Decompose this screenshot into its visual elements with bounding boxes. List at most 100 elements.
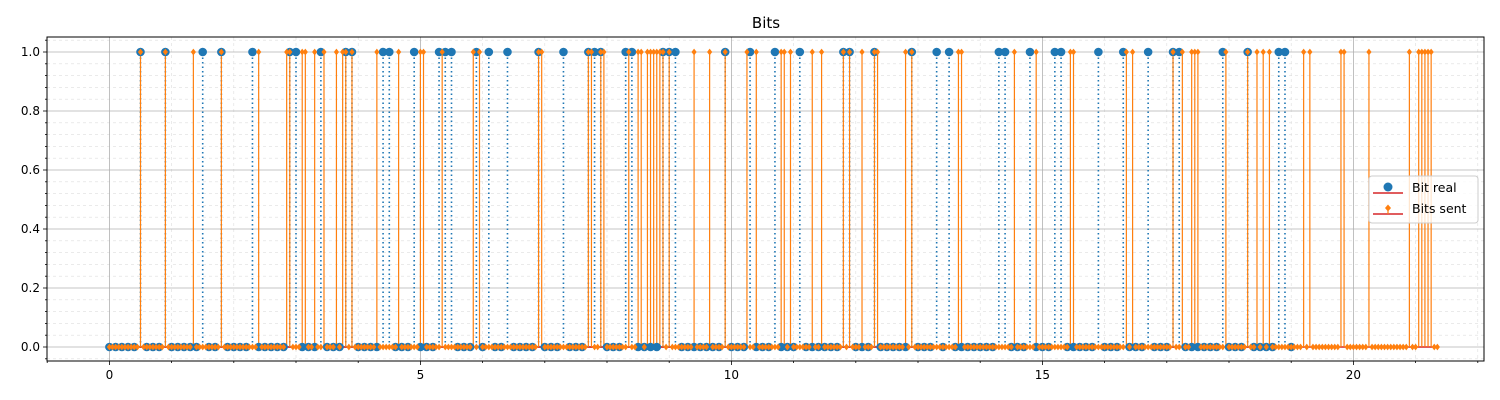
bits-sent-point	[710, 343, 716, 351]
bit-real-point	[447, 47, 456, 57]
bits-sent-point	[1210, 343, 1217, 351]
bits-sent-point	[224, 343, 231, 351]
bits-sent-point	[635, 48, 641, 56]
bits-sent-point	[638, 48, 644, 56]
bits-sent-point	[598, 48, 604, 56]
bits-sent-point	[113, 343, 119, 351]
bits-sent-point	[1129, 48, 1136, 56]
bits-sent-point	[221, 343, 228, 351]
bits-sent-point	[1136, 343, 1142, 351]
bit-real-point	[559, 47, 568, 57]
bits-sent-point	[144, 343, 150, 351]
bits-sent-point	[1425, 48, 1431, 56]
bits-sent-point	[296, 343, 302, 351]
bits-sent-point	[452, 343, 458, 351]
bits-sent-point	[249, 343, 256, 351]
bits-sent-point	[759, 343, 766, 351]
bits-sent-point	[812, 343, 818, 351]
bits-sent-point	[1102, 343, 1108, 351]
bit-real-point	[776, 342, 786, 352]
bits-sent-point	[1198, 343, 1204, 351]
bits-sent-point	[1161, 343, 1167, 351]
bit-real-point	[932, 47, 941, 57]
bits-sent-point	[915, 343, 921, 351]
bit-real-point	[484, 47, 494, 57]
bits-sent-point	[725, 343, 731, 351]
x-tick-label: 10	[724, 368, 739, 382]
bits-sent-point	[119, 343, 125, 351]
bits-sent-point	[884, 343, 890, 351]
legend-bit-real-marker	[1383, 182, 1393, 192]
bits-sent-point	[430, 343, 436, 351]
bits-sent-point	[405, 343, 411, 351]
bit-real-point	[621, 47, 630, 57]
bits-sent-point	[700, 343, 707, 351]
bits-sent-point	[1341, 48, 1347, 56]
bits-sent-point	[1033, 48, 1039, 56]
bits-sent-point	[1350, 343, 1356, 351]
bits-sent-point	[517, 343, 523, 351]
bits-sent-point	[1235, 343, 1241, 351]
bits-sent-point	[557, 343, 563, 351]
bits-sent-point	[1279, 343, 1285, 351]
bits-sent-point	[766, 343, 772, 351]
bits-sent-point	[1052, 343, 1058, 351]
bits-sent-point	[1434, 343, 1440, 351]
bits-sent-point	[1024, 343, 1030, 351]
bits-sent-point	[1170, 48, 1176, 56]
bits-sent-point	[1266, 48, 1273, 56]
bits-sent-point	[1067, 48, 1073, 56]
bits-sent-point	[228, 343, 234, 351]
bits-sent-point	[504, 343, 511, 351]
bit-real-point	[378, 47, 388, 57]
bits-sent-point	[843, 343, 850, 351]
bits-sent-point	[1241, 343, 1248, 351]
bits-sent-point	[750, 343, 756, 351]
bit-real-point	[1118, 47, 1128, 57]
bit-real-point	[1025, 47, 1035, 57]
bits-sent-point	[514, 343, 520, 351]
bits-sent-point	[1064, 343, 1070, 351]
bits-sent-point	[1055, 343, 1061, 351]
bits-sent-point	[576, 343, 582, 351]
bits-sent-point	[458, 343, 464, 351]
bits-sent-point	[651, 48, 657, 56]
bits-sent-point	[333, 48, 340, 56]
bits-sent-point	[141, 343, 147, 351]
bits-sent-point	[781, 48, 787, 56]
bit-real-point	[385, 47, 394, 57]
bits-sent-point	[1263, 343, 1269, 351]
bits-sent-point	[980, 343, 986, 351]
bits-sent-point	[641, 343, 647, 351]
bits-sent-point	[846, 48, 853, 56]
bits-sent-point	[243, 343, 249, 351]
bits-sent-point	[787, 48, 794, 56]
bit-real-point	[745, 47, 755, 57]
bits-sent-point	[480, 343, 486, 351]
bits-sent-point	[402, 343, 408, 351]
bit-real-point	[671, 47, 680, 57]
bits-sent-point	[417, 48, 423, 56]
bits-sent-point	[473, 343, 479, 351]
bits-sent-point	[1086, 343, 1092, 351]
bits-sent-point	[234, 343, 240, 351]
bits-sent-point	[1021, 343, 1027, 351]
bits-sent-point	[722, 48, 728, 56]
bits-sent-point	[1288, 343, 1294, 351]
bits-sent-point	[1319, 343, 1325, 351]
bits-sent-point	[657, 48, 663, 56]
bits-sent-point	[1176, 343, 1182, 351]
bit-real-point	[198, 47, 207, 57]
bits-sent-point	[137, 48, 144, 56]
bits-sent-point	[1123, 48, 1129, 56]
bits-sent-point	[343, 48, 349, 56]
bit-real-point	[1031, 342, 1041, 352]
bits-sent-point	[927, 343, 934, 351]
bits-sent-point	[775, 343, 781, 351]
bits-sent-point	[439, 48, 445, 56]
bits-sent-point	[1133, 343, 1139, 351]
bits-sent-point	[318, 343, 324, 351]
bits-sent-point	[834, 343, 840, 351]
bits-sent-point	[293, 343, 299, 351]
bits-sent-point	[1372, 343, 1378, 351]
